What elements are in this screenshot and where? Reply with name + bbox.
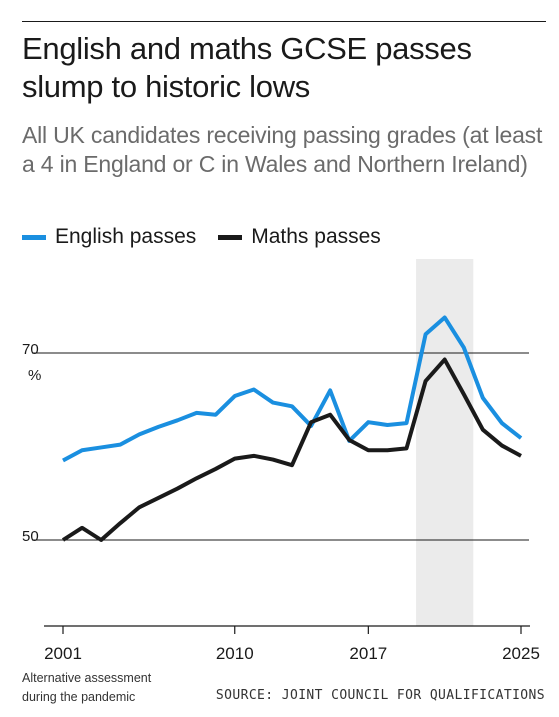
legend: English passes Maths passes	[22, 223, 403, 251]
x-tick-label: 2017	[349, 644, 387, 663]
x-tick-label: 2001	[44, 644, 82, 663]
source-credit: SOURCE: JOINT COUNCIL FOR QUALIFICATIONS	[215, 688, 545, 703]
y-tick-label: 70	[22, 341, 39, 358]
legend-label-maths: Maths passes	[251, 225, 381, 248]
legend-item-english: English passes	[22, 225, 196, 249]
x-tick-label: 2010	[216, 644, 254, 663]
y-tick-label: 50	[22, 528, 39, 545]
series-line-english	[62, 315, 523, 463]
pandemic-shade	[416, 259, 474, 626]
chart-title: English and maths GCSE passes slump to h…	[22, 31, 472, 104]
y-unit-label: %	[28, 367, 41, 384]
legend-label-english: English passes	[55, 225, 197, 248]
legend-swatch-english	[22, 234, 46, 240]
shade-note: Alternative assessment during the pandem…	[22, 671, 152, 704]
chart-subtitle: All UK candidates receiving passing grad…	[22, 122, 543, 177]
legend-swatch-maths	[218, 234, 243, 240]
series-line-maths	[61, 357, 522, 542]
top-rule	[22, 21, 546, 22]
legend-item-maths: Maths passes	[218, 225, 381, 249]
x-tick-label: 2025	[502, 644, 540, 663]
